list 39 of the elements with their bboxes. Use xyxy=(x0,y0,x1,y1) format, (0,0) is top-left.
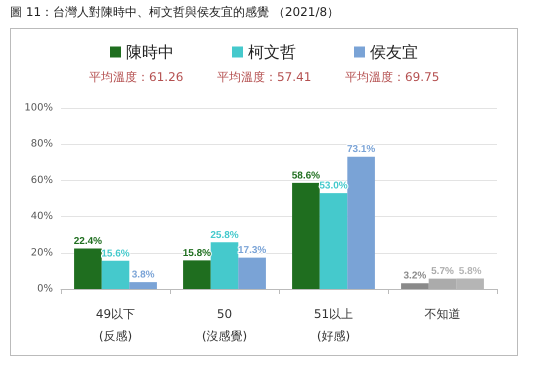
y-tick-label: 0% xyxy=(37,284,53,294)
data-label: 17.3% xyxy=(238,245,266,256)
y-tick-label: 20% xyxy=(30,247,53,258)
legend-label: 陳時中 xyxy=(126,42,174,62)
data-label: 53.0% xyxy=(319,180,348,192)
x-tick-label: 51以上 (好感) xyxy=(314,307,354,343)
bar xyxy=(320,193,348,289)
bar xyxy=(401,283,429,289)
bar xyxy=(210,242,238,289)
text: 平均溫度：69.75 xyxy=(345,70,440,84)
data-label: 58.6% xyxy=(292,170,320,182)
data-label: 22.4% xyxy=(74,236,102,247)
data-label: 5.8% xyxy=(458,266,482,277)
bar xyxy=(129,282,157,289)
data-label: 15.6% xyxy=(101,248,130,260)
data-label: 5.7% xyxy=(431,266,454,278)
y-tick-label: 60% xyxy=(30,174,53,186)
legend-label: 侯友宜 xyxy=(370,42,418,62)
bar xyxy=(102,260,130,289)
bar xyxy=(292,182,320,289)
bar xyxy=(347,156,375,289)
text: 平均溫度：57.41 xyxy=(217,70,312,84)
x-tick-label: 49以下 (反感) xyxy=(96,307,136,343)
x-tick-label: 不知道 xyxy=(424,307,460,321)
y-tick-label: 100% xyxy=(24,102,53,114)
x-tick-label: 50 (沒感覺) xyxy=(202,307,248,343)
bar xyxy=(74,248,102,289)
legend-label: 柯文哲 xyxy=(248,42,296,62)
data-label: 3.8% xyxy=(132,270,155,281)
text: 平均溫度：61.26 xyxy=(89,70,184,84)
chart-title: 圖 11：台灣人對陳時中、柯文哲與侯友宜的感覺 （2021/8） xyxy=(10,4,340,21)
bar xyxy=(238,258,266,289)
data-label: 15.8% xyxy=(182,248,212,259)
data-label: 3.2% xyxy=(403,270,426,282)
y-tick-label: 80% xyxy=(30,138,53,150)
y-tick-label: 40% xyxy=(30,211,53,222)
data-label: 25.8% xyxy=(210,230,239,241)
data-label: 73.1% xyxy=(346,144,376,156)
bar xyxy=(183,260,211,289)
